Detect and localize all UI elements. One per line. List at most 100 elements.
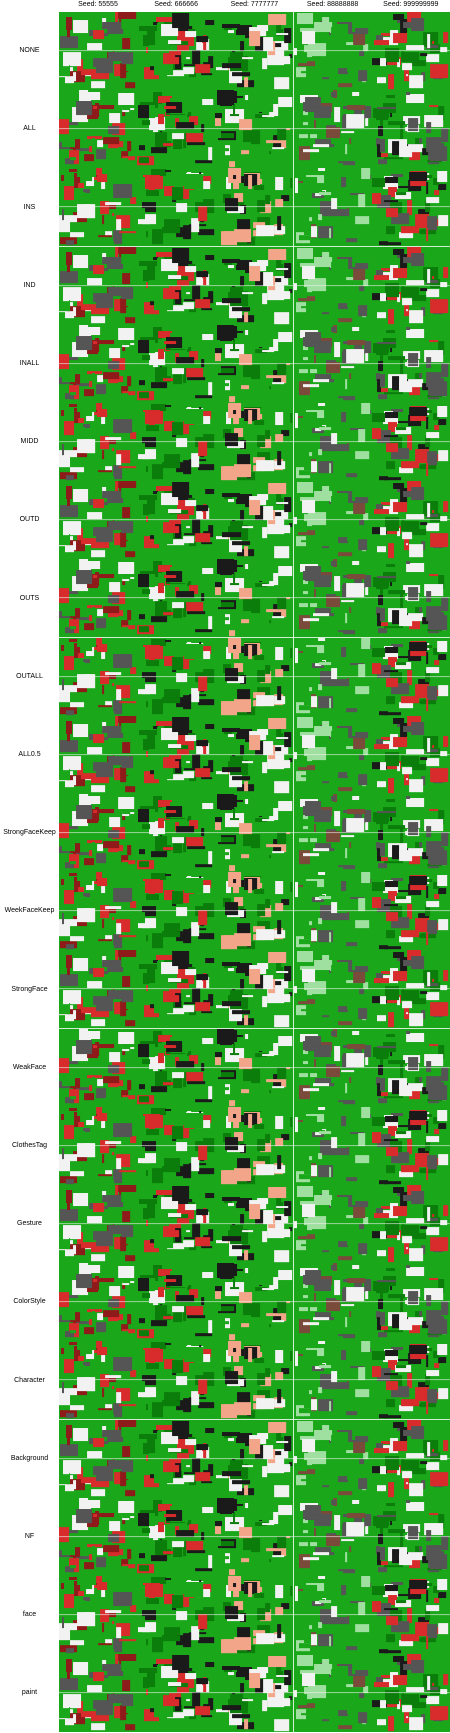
generated-image <box>293 872 372 951</box>
generated-image <box>137 12 216 91</box>
generated-image <box>215 559 294 638</box>
generated-image <box>137 637 216 716</box>
generated-image <box>293 559 372 638</box>
generated-image <box>293 637 372 716</box>
generated-image <box>293 324 372 403</box>
generated-image <box>137 403 216 482</box>
generated-image <box>59 168 138 247</box>
generated-image <box>137 1185 216 1264</box>
generated-image <box>215 1419 294 1498</box>
generated-image <box>215 1028 294 1107</box>
generated-image <box>293 950 372 1029</box>
generated-image <box>137 1028 216 1107</box>
generated-image <box>293 403 372 482</box>
generated-image <box>371 168 450 247</box>
generated-image <box>59 637 138 716</box>
generated-image <box>59 794 138 873</box>
generated-image <box>293 1263 372 1342</box>
generated-image <box>293 90 372 169</box>
row-label: IND <box>23 281 36 289</box>
generated-image <box>215 90 294 169</box>
generated-image <box>293 1576 372 1655</box>
generated-image <box>215 950 294 1029</box>
generated-image <box>59 12 138 91</box>
generated-image <box>137 1341 216 1420</box>
generated-image <box>371 559 450 638</box>
generated-image <box>59 246 138 325</box>
generated-image <box>59 1576 138 1655</box>
generated-image <box>371 1341 450 1420</box>
generated-image <box>215 872 294 951</box>
generated-image <box>137 90 216 169</box>
row-label: OUTALL <box>16 672 43 680</box>
generated-image <box>293 12 372 91</box>
generated-image <box>215 715 294 794</box>
generated-image <box>137 715 216 794</box>
generated-image <box>59 1106 138 1185</box>
row-label: OUTD <box>19 516 40 524</box>
generated-image <box>59 481 138 560</box>
generated-image <box>371 950 450 1029</box>
generated-image <box>137 1106 216 1185</box>
generated-image <box>137 794 216 873</box>
row-label: StrongFaceKeep <box>3 829 56 837</box>
generated-image <box>59 403 138 482</box>
generated-image <box>59 1419 138 1498</box>
generated-image <box>137 1576 216 1655</box>
row-label: face <box>22 1611 37 1619</box>
generated-image <box>371 324 450 403</box>
row-label: INALL <box>19 359 40 367</box>
generated-image <box>59 1341 138 1420</box>
generated-image <box>371 1654 450 1733</box>
generated-image <box>137 168 216 247</box>
generated-image <box>215 1341 294 1420</box>
generated-image <box>371 637 450 716</box>
generated-image <box>137 872 216 951</box>
generated-image <box>137 559 216 638</box>
generated-image <box>293 1106 372 1185</box>
generated-image <box>371 1576 450 1655</box>
generated-image <box>293 1419 372 1498</box>
generated-image <box>59 1028 138 1107</box>
generated-image <box>371 794 450 873</box>
generated-image <box>137 1654 216 1733</box>
generated-image <box>137 481 216 560</box>
row-label: MIDD <box>20 438 39 446</box>
generated-image <box>215 1576 294 1655</box>
row-label: WeakFace <box>12 1063 47 1071</box>
row-label: Gesture <box>17 1220 42 1228</box>
generated-image <box>371 12 450 91</box>
generated-image <box>293 1028 372 1107</box>
row-label: ClothesTag <box>11 1141 48 1149</box>
generated-image <box>371 1263 450 1342</box>
generated-image <box>215 1185 294 1264</box>
generated-image <box>293 1185 372 1264</box>
seed-label: Seed: 88888888 <box>306 1 359 8</box>
generated-image <box>137 950 216 1029</box>
generated-image <box>59 1185 138 1264</box>
row-label: WeekFaceKeep <box>4 907 55 915</box>
row-label: ALL <box>23 125 36 133</box>
generated-image <box>59 1654 138 1733</box>
row-label: paint <box>21 1689 38 1697</box>
row-label: StrongFace <box>11 985 48 993</box>
generated-image <box>293 794 372 873</box>
generated-image <box>215 1263 294 1342</box>
generated-image <box>59 950 138 1029</box>
generated-image <box>215 1497 294 1576</box>
generated-image <box>59 559 138 638</box>
generated-image <box>371 1106 450 1185</box>
generated-image <box>371 1497 450 1576</box>
row-label: OUTS <box>19 594 40 602</box>
generated-image <box>371 246 450 325</box>
generated-image <box>59 872 138 951</box>
generated-image <box>215 12 294 91</box>
generated-image <box>215 1654 294 1733</box>
generated-image <box>215 168 294 247</box>
row-label: INS <box>23 203 36 211</box>
generated-image <box>293 481 372 560</box>
generated-image <box>137 1263 216 1342</box>
generated-image <box>215 1106 294 1185</box>
seed-header-row: Seed: 55555 Seed: 666666 Seed: 7777777 Seed… <box>59 0 450 12</box>
generated-image <box>215 324 294 403</box>
